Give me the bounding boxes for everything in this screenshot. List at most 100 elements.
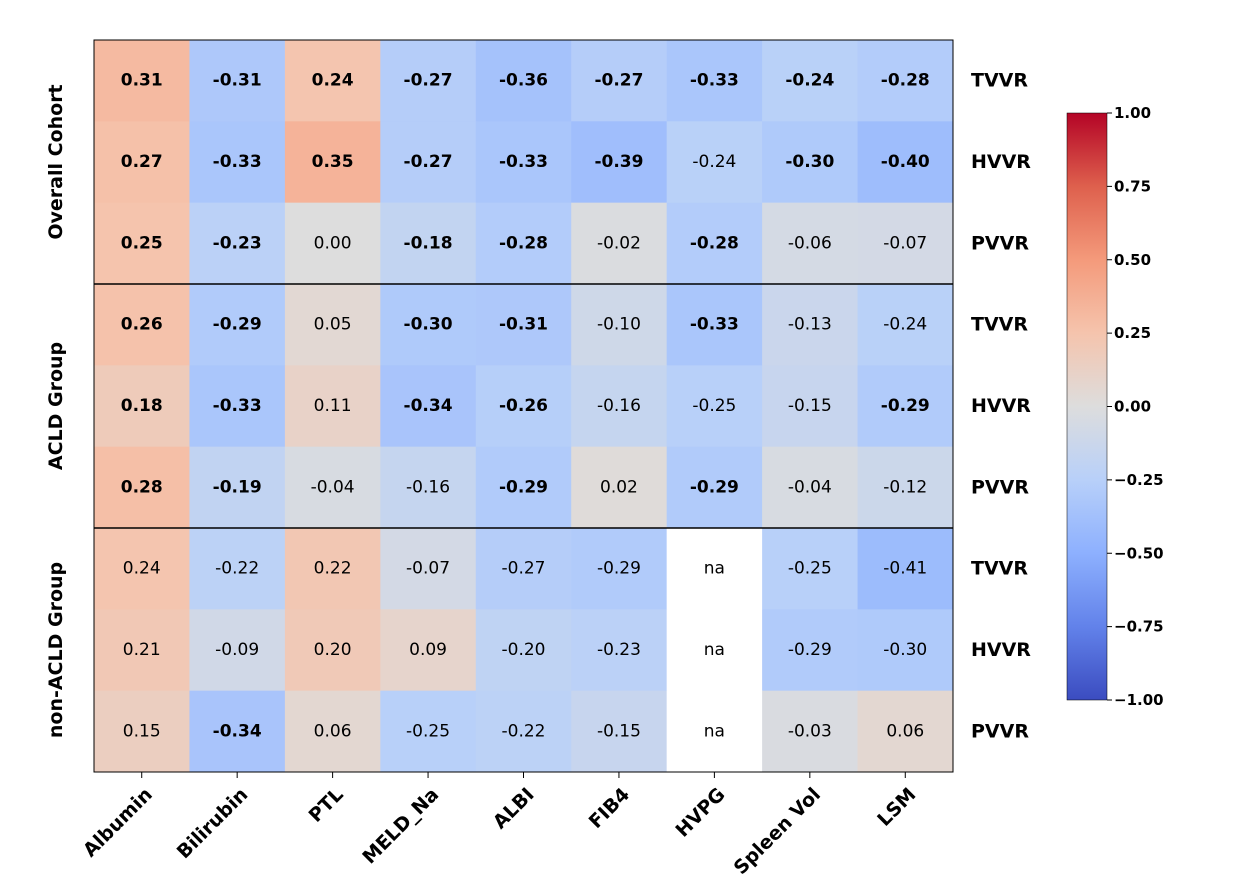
cell-value-label: 0.06 bbox=[886, 721, 924, 741]
heatmap-cell bbox=[475, 121, 572, 204]
cell-value-label: 0.18 bbox=[121, 396, 163, 416]
colorbar-tick-label: 0.00 bbox=[1114, 398, 1151, 416]
cell-value-label: -0.29 bbox=[788, 640, 832, 660]
cell-value-label: -0.10 bbox=[597, 315, 641, 335]
cell-value-label: 0.15 bbox=[123, 721, 161, 741]
cell-value-label: -0.23 bbox=[597, 640, 641, 660]
x-tick-label: LSM bbox=[873, 784, 920, 831]
cell-value-label: -0.13 bbox=[788, 315, 832, 335]
heatmap-cell bbox=[189, 284, 286, 366]
heatmap-cell bbox=[857, 40, 954, 122]
cell-value-label: 0.11 bbox=[314, 396, 352, 416]
heatmap-cell bbox=[380, 202, 477, 285]
cell-value-label: 0.00 bbox=[314, 233, 352, 253]
heatmap-cell bbox=[94, 121, 190, 204]
heatmap-cell bbox=[762, 40, 859, 122]
heatmap-cell bbox=[189, 446, 286, 529]
cell-value-label: na bbox=[704, 559, 725, 579]
group-label: ACLD Group bbox=[45, 342, 67, 470]
heatmap-cell bbox=[380, 690, 477, 773]
cell-value-label: -0.15 bbox=[788, 396, 832, 416]
heatmap-cell bbox=[571, 365, 668, 448]
cell-value-label: 0.05 bbox=[314, 315, 352, 335]
heatmap-cell bbox=[380, 365, 477, 448]
heatmap-cell bbox=[857, 365, 954, 448]
heatmap-cell bbox=[857, 446, 954, 529]
heatmap-cell bbox=[857, 202, 954, 285]
cell-value-label: -0.30 bbox=[404, 315, 453, 335]
colorbar-tick-label: 0.75 bbox=[1114, 177, 1151, 195]
heatmap-cell bbox=[380, 121, 477, 204]
cell-value-label: -0.33 bbox=[213, 152, 262, 172]
heatmap-cell bbox=[189, 121, 286, 204]
heatmap-cell bbox=[666, 40, 763, 122]
cell-value-label: 0.09 bbox=[409, 640, 447, 660]
heatmap-cell bbox=[571, 446, 668, 529]
heatmap-cell bbox=[380, 609, 477, 692]
cell-value-label: -0.28 bbox=[690, 233, 739, 253]
heatmap-cell bbox=[94, 446, 190, 529]
heatmap-cell bbox=[284, 121, 381, 204]
row-label: PVVR bbox=[971, 232, 1029, 254]
cell-value-label: -0.15 bbox=[597, 721, 641, 741]
cell-value-label: -0.41 bbox=[883, 559, 927, 579]
heatmap-cell bbox=[762, 446, 859, 529]
heatmap-cell bbox=[475, 284, 572, 366]
cell-value-label: -0.23 bbox=[213, 233, 262, 253]
heatmap-cell bbox=[762, 690, 859, 773]
cell-value-label: -0.27 bbox=[502, 559, 546, 579]
heatmap-cell bbox=[284, 284, 381, 366]
cell-value-label: -0.29 bbox=[881, 396, 930, 416]
heatmap-cell bbox=[857, 528, 954, 610]
heatmap-cell bbox=[762, 528, 859, 610]
heatmap-cell bbox=[762, 284, 859, 366]
x-tick-label: Spleen Vol bbox=[730, 784, 825, 877]
cell-value-label: -0.28 bbox=[499, 233, 548, 253]
heatmap-cell bbox=[571, 202, 668, 285]
heatmap-cell bbox=[380, 284, 477, 366]
cell-value-label: 0.02 bbox=[600, 477, 638, 497]
cell-value-label: -0.16 bbox=[406, 477, 450, 497]
cell-value-label: na bbox=[704, 721, 725, 741]
row-label: PVVR bbox=[971, 720, 1029, 742]
cell-value-label: 0.35 bbox=[312, 152, 354, 172]
cell-value-label: 0.26 bbox=[121, 315, 163, 335]
cell-value-label: -0.33 bbox=[213, 396, 262, 416]
row-label: HVVR bbox=[971, 395, 1031, 417]
heatmap-cell bbox=[189, 609, 286, 692]
heatmap-cell bbox=[189, 202, 286, 285]
cell-value-label: -0.16 bbox=[597, 396, 641, 416]
heatmap-cell bbox=[475, 528, 572, 610]
heatmap-cell bbox=[475, 40, 572, 122]
cell-value-label: -0.29 bbox=[690, 477, 739, 497]
cell-value-label: -0.26 bbox=[499, 396, 548, 416]
cell-value-label: -0.25 bbox=[692, 396, 736, 416]
cell-value-label: -0.22 bbox=[215, 559, 259, 579]
cell-value-label: 0.22 bbox=[314, 559, 352, 579]
cell-value-label: -0.29 bbox=[213, 315, 262, 335]
cell-value-label: -0.19 bbox=[213, 477, 262, 497]
heatmap-cell bbox=[666, 121, 763, 204]
row-label: TVVR bbox=[971, 558, 1028, 580]
cell-value-label: -0.33 bbox=[690, 315, 739, 335]
x-tick-label: PTL bbox=[305, 784, 348, 827]
cell-value-label: -0.27 bbox=[404, 152, 453, 172]
cell-value-label: 0.24 bbox=[123, 559, 161, 579]
heatmap-cell bbox=[284, 528, 381, 610]
heatmap-cell bbox=[94, 690, 190, 773]
heatmap-cell bbox=[475, 446, 572, 529]
row-label: TVVR bbox=[971, 70, 1028, 92]
heatmap-cell bbox=[857, 609, 954, 692]
cell-value-label: -0.36 bbox=[499, 71, 548, 91]
cell-value-label: 0.31 bbox=[121, 71, 163, 91]
cell-value-label: -0.09 bbox=[215, 640, 259, 660]
x-tick-label: FIB4 bbox=[585, 784, 634, 833]
heatmap-cell bbox=[762, 365, 859, 448]
cell-value-label: -0.29 bbox=[597, 559, 641, 579]
heatmap-cell bbox=[571, 121, 668, 204]
cell-value-label: -0.25 bbox=[788, 559, 832, 579]
heatmap-cell bbox=[284, 202, 381, 285]
heatmap-cell bbox=[284, 446, 381, 529]
x-tick-label: ALBI bbox=[489, 784, 539, 834]
heatmap-cell bbox=[189, 40, 286, 122]
